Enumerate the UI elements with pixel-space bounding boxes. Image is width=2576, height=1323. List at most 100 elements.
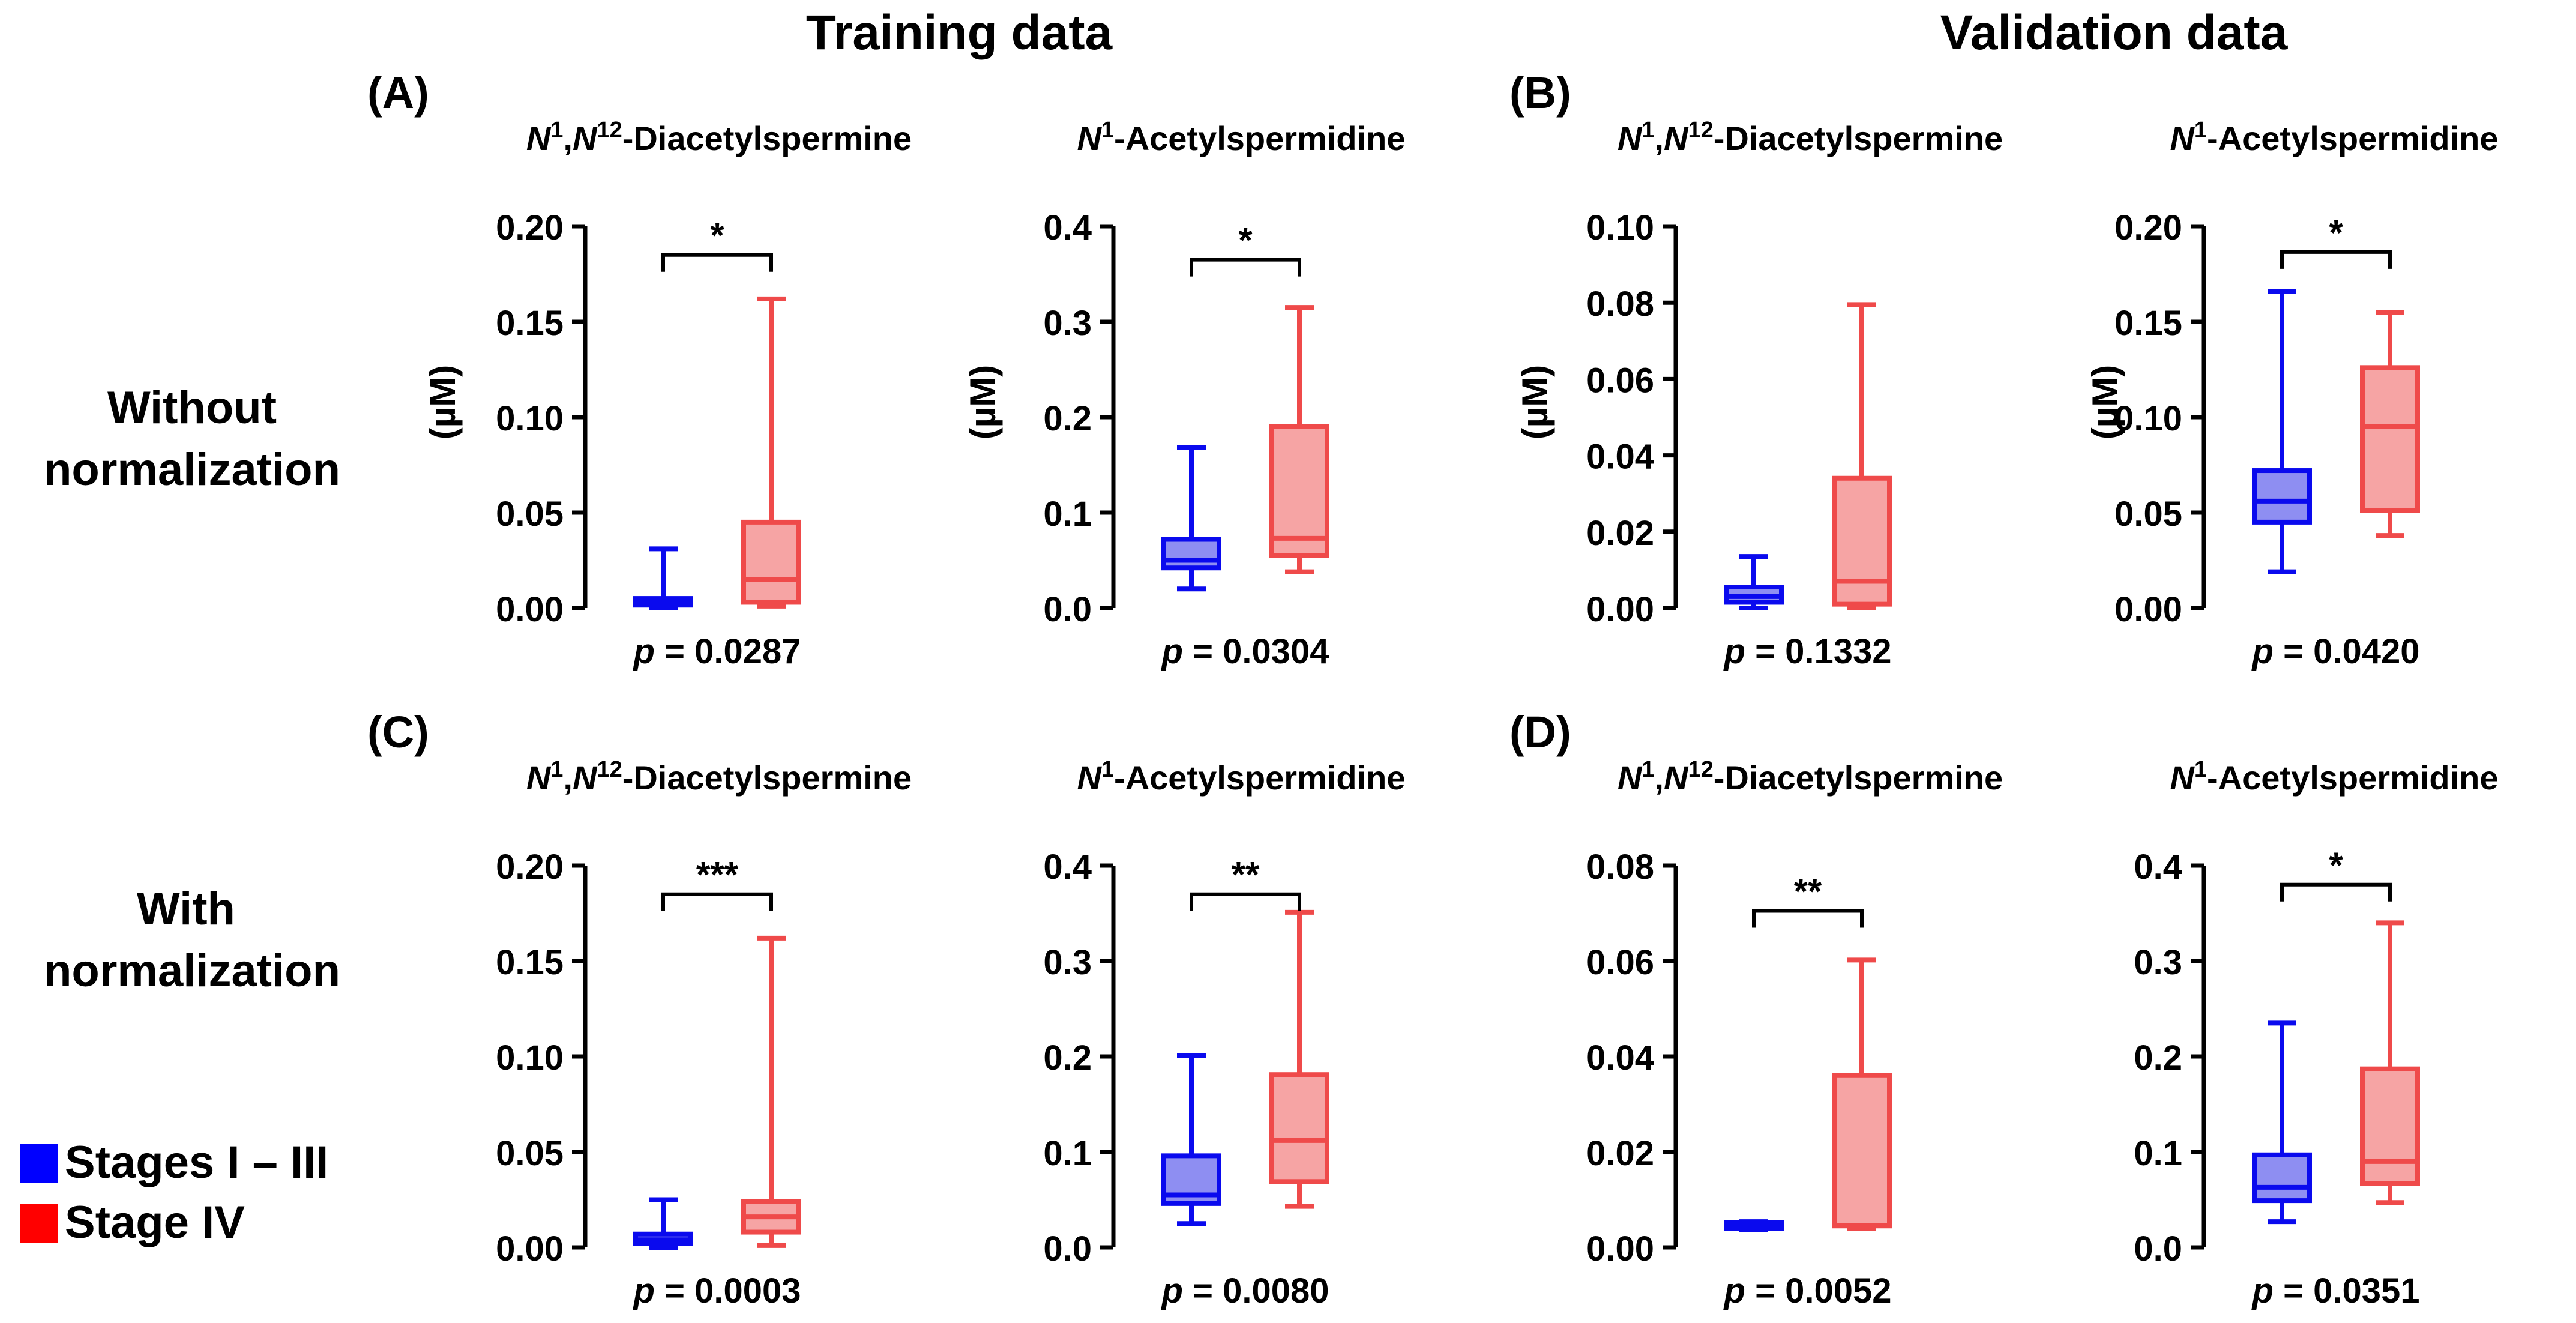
panel-title-part: 1: [550, 118, 563, 143]
y-tick-label: 0.2: [1043, 399, 1092, 438]
significance-bracket: [1190, 258, 1301, 277]
panel-title-part: N: [1077, 119, 1102, 157]
significance-bracket: [661, 253, 773, 272]
panel-title-part: ,: [563, 119, 573, 157]
p-value-text: = 0.1332: [1745, 632, 1892, 671]
panel-1: (A)N1,N12-Diacetylspermine(µM)0.000.050.…: [367, 68, 912, 671]
panel-title-part: N: [1077, 759, 1102, 797]
significance-stars: *: [1238, 220, 1253, 261]
p-value-text: = 0.0304: [1183, 632, 1329, 671]
y-tick-label: 0.15: [496, 304, 564, 343]
panel-title-part: -Diacetylspermine: [1714, 759, 2003, 797]
significance-stars: ***: [696, 855, 739, 895]
charts: (A)N1,N12-Diacetylspermine(µM)0.000.050.…: [367, 68, 2499, 1310]
y-tick-label: 0.00: [496, 590, 564, 629]
panel-3: (B)N1,N12-Diacetylspermine(µM)0.000.020.…: [1509, 68, 2003, 671]
p-value-symbol: p: [2251, 1271, 2274, 1310]
y-axis-label: (µM): [423, 365, 463, 440]
panel-title-part: -Acetylspermidine: [1114, 119, 1406, 157]
box-iqr: [741, 519, 801, 605]
p-value-text: = 0.0052: [1745, 1271, 1892, 1310]
panel-title: N1-Acetylspermidine: [1077, 118, 1405, 157]
y-tick-label: 0.04: [1586, 438, 1654, 477]
y-tick-label: 0.3: [1043, 304, 1092, 343]
box-stage-4: [1832, 302, 1892, 610]
panel-title-part: ,: [563, 759, 573, 797]
significance-stars: **: [1232, 855, 1260, 895]
p-value-text: = 0.0351: [2274, 1271, 2420, 1310]
box-iqr: [2252, 468, 2312, 525]
panel-6: N1-Acetylspermidine 0.0 0.1 0.2 0.3 0.4 ** p = …: [1043, 757, 1405, 1310]
y-tick-label: 0.05: [496, 1134, 564, 1173]
box-stage-4: [741, 296, 801, 609]
panel-title-part: 1: [2194, 757, 2207, 782]
significance-bracket: [2280, 250, 2392, 269]
box-stage-4: [1832, 957, 1892, 1231]
y-tick-label: 0.0: [2134, 1229, 2182, 1268]
panel-title: N1-Acetylspermidine: [1077, 757, 1405, 797]
panel-5: (C)N1,N12-Diacetylspermine0.000.050.100.…: [367, 707, 912, 1310]
y-tick-label: 0.06: [1586, 943, 1654, 982]
p-value-text: = 0.0003: [655, 1271, 801, 1310]
box-stage-4: [1269, 305, 1329, 574]
panel-title: N1,N12-Diacetylspermine: [1618, 118, 2003, 157]
box-stages-1-3: [1161, 1053, 1221, 1226]
y-tick-label: 0.3: [2134, 943, 2182, 982]
y-tick-label: 0.06: [1586, 361, 1654, 400]
panel-8: N1-Acetylspermidine 0.0 0.1 0.2 0.3 0.4 * p = 0…: [2134, 757, 2498, 1310]
y-tick-label: 0.4: [1043, 848, 1092, 887]
y-tick-label: 0.05: [2114, 495, 2182, 534]
y-tick-label: 0.10: [496, 399, 564, 438]
box-iqr: [1269, 1072, 1329, 1184]
panel-title-part: N: [573, 119, 598, 157]
panel-title-part: -Diacetylspermine: [622, 119, 912, 157]
panel-title: N1-Acetylspermidine: [2170, 118, 2498, 157]
p-value-symbol: p: [633, 1271, 655, 1310]
box-stages-1-3: [633, 546, 693, 610]
panel-title-part: 1: [2194, 118, 2207, 143]
significance-stars: *: [710, 215, 724, 256]
panel-7: (D)N1,N12-Diacetylspermine0.000.020.040.…: [1509, 707, 2003, 1310]
significance-bracket: [661, 892, 773, 911]
row-label-without-line1: Without: [107, 382, 277, 433]
panel-title-part: N: [1618, 119, 1643, 157]
panel-title-part: -Diacetylspermine: [622, 759, 912, 797]
panel-title-part: 1: [1642, 757, 1654, 782]
y-tick-label: 0.4: [2134, 848, 2182, 887]
y-tick-label: 0.1: [1043, 1134, 1092, 1173]
panel-title-part: 12: [1688, 757, 1713, 782]
box-iqr: [2360, 1066, 2420, 1186]
box-stage-4: [741, 935, 801, 1248]
panel-title: N1,N12-Diacetylspermine: [526, 118, 912, 157]
y-tick-label: 0.10: [496, 1038, 564, 1077]
y-tick-label: 0.2: [2134, 1038, 2182, 1077]
y-tick-label: 0.3: [1043, 943, 1092, 982]
y-tick-label: 0.02: [1586, 514, 1654, 553]
panel-label: (C): [367, 707, 429, 757]
panel-title-part: -Acetylspermidine: [2207, 119, 2499, 157]
y-tick-label: 0.20: [2114, 208, 2182, 247]
y-tick-label: 0.02: [1586, 1134, 1654, 1173]
panel-title-part: 12: [597, 118, 622, 143]
panel-title-part: ,: [1654, 119, 1664, 157]
panel-title: N1-Acetylspermidine: [2170, 757, 2498, 797]
p-value-symbol: p: [633, 632, 655, 671]
box-stages-1-3: [1724, 1219, 1784, 1232]
p-value: p = 0.0420: [2251, 632, 2420, 671]
box-iqr: [1832, 475, 1892, 607]
significance-bracket: [1752, 909, 1864, 928]
y-tick-label: 0.15: [496, 943, 564, 982]
y-tick-label: 0.0: [1043, 590, 1092, 629]
box-stage-4: [2360, 920, 2420, 1205]
legend-swatch-stages-1-3: [20, 1144, 58, 1183]
p-value: p = 0.0304: [1161, 632, 1329, 671]
y-tick-label: 0.05: [496, 495, 564, 534]
y-tick-label: 0.00: [1586, 1229, 1654, 1268]
y-tick-label: 0.04: [1586, 1038, 1654, 1077]
box-stages-1-3: [633, 1197, 693, 1250]
y-tick-label: 0.2: [1043, 1038, 1092, 1077]
panel-title-part: -Acetylspermidine: [1114, 759, 1406, 797]
p-value: p = 0.0287: [633, 632, 801, 671]
p-value: p = 0.1332: [1723, 632, 1892, 671]
